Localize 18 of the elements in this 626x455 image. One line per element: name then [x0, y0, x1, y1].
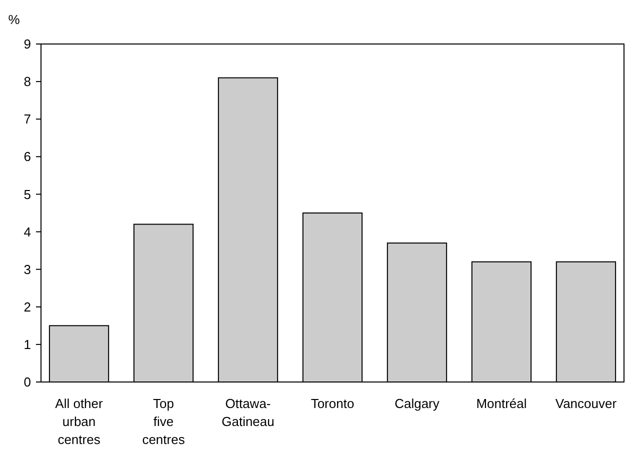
y-tick-label: 3: [24, 262, 31, 277]
y-tick-label: 0: [24, 374, 31, 390]
y-tick-label: 4: [24, 224, 31, 240]
x-tick-label: Toronto: [310, 396, 354, 411]
y-tick-label: 1: [24, 336, 31, 352]
y-tick-label: 6: [24, 149, 31, 164]
y-tick-label: 5: [24, 186, 31, 202]
y-tick-label: 9: [24, 36, 31, 52]
x-tick-label: Calgary: [394, 396, 440, 411]
y-tick-label: 8: [24, 74, 31, 90]
x-tick-label: Top five centres: [142, 396, 186, 447]
y-axis-title: %: [8, 12, 20, 27]
x-tick-label: Vancouver: [555, 396, 618, 411]
y-tick-label: 2: [24, 299, 31, 314]
x-tick-label: Montréal: [476, 396, 527, 411]
x-tick-label: All other urban centres: [55, 396, 104, 447]
y-tick-label: 7: [24, 112, 31, 127]
x-tick-label: Ottawa- Gatineau: [222, 396, 274, 429]
